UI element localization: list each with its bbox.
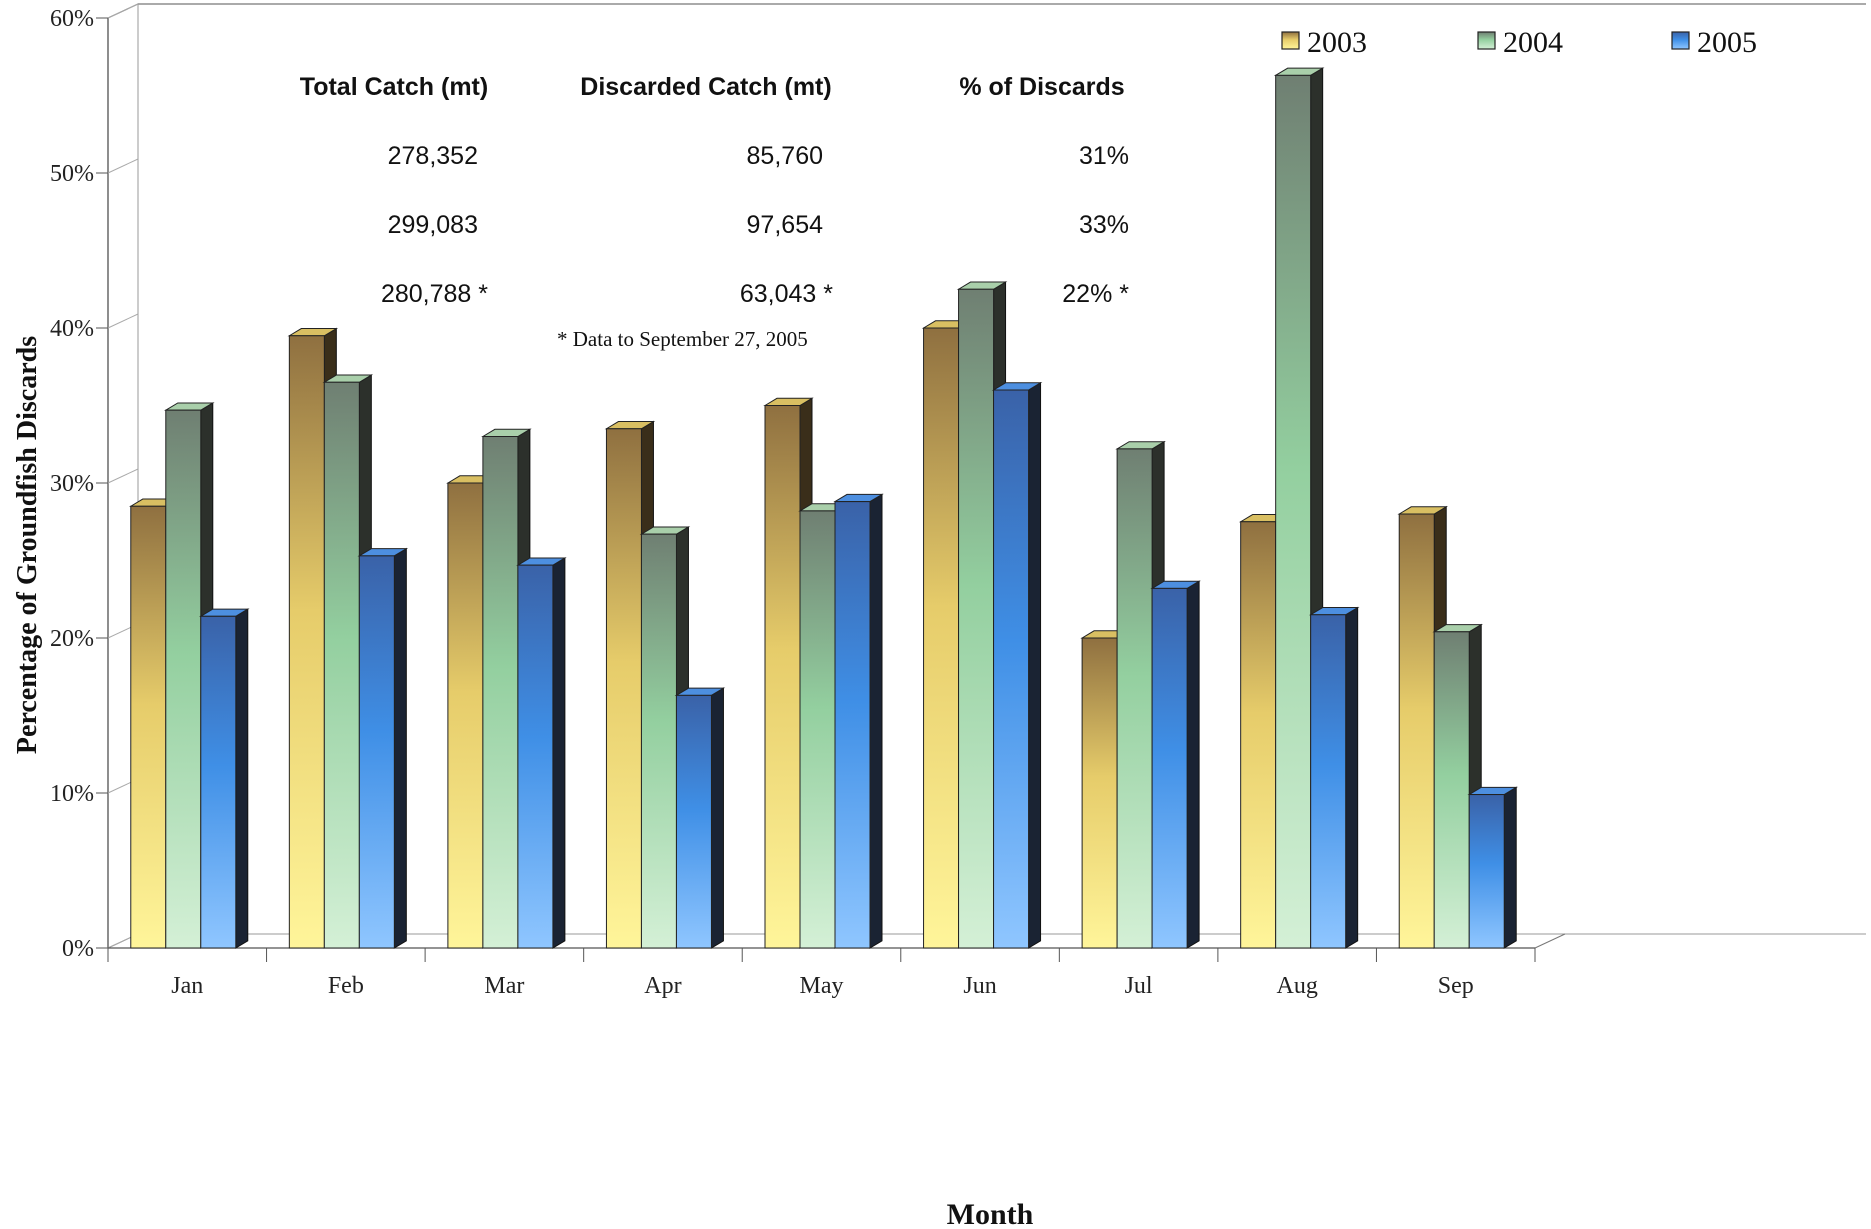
bar-front-face — [130, 505, 167, 949]
y-tick-depth — [107, 158, 139, 174]
bar-front-face — [1081, 637, 1118, 949]
bar-front-face — [1433, 631, 1470, 949]
floor-right-edge — [1534, 933, 1566, 949]
legend-swatch — [1671, 31, 1690, 50]
y-tick-depth — [107, 468, 139, 484]
bar-front-face — [923, 327, 960, 949]
legend-item-2005: 2005 — [1671, 26, 1757, 59]
y-tick-depth — [107, 3, 139, 19]
bar-front-face — [1275, 74, 1312, 949]
bar-2005-Jan — [198, 608, 250, 949]
legend-label: 2004 — [1503, 26, 1563, 59]
bar-2005-Feb — [357, 547, 409, 949]
x-tick-label: Aug — [1276, 973, 1317, 999]
table-cell: 299,083 — [388, 211, 478, 239]
bar-front-face — [165, 409, 202, 949]
bar-2005-Aug — [1308, 606, 1360, 949]
table-cell: 33% — [1079, 211, 1129, 239]
bar-side-face — [552, 557, 566, 949]
x-tick-label: Jul — [1125, 973, 1153, 999]
bar-front-face — [517, 564, 554, 949]
bar-front-face — [764, 405, 801, 949]
bar-side-face — [1186, 580, 1200, 949]
bar-side-face — [1028, 381, 1042, 949]
bar-2005-Sep — [1467, 786, 1519, 949]
bar-front-face — [1151, 587, 1188, 949]
x-axis-title: Month — [947, 1198, 1034, 1229]
table-footnote: * Data to September 27, 2005 — [557, 327, 808, 351]
table-header: Total Catch (mt) — [300, 73, 488, 101]
legend-label: 2003 — [1307, 26, 1367, 59]
bar-side-face — [1503, 786, 1517, 949]
y-tick-label: 40% — [50, 316, 94, 342]
bar-side-face — [869, 493, 883, 949]
bar-front-face — [1116, 448, 1153, 949]
y-tick-depth — [107, 313, 139, 329]
legend-label: 2005 — [1697, 26, 1757, 59]
bar-front-face — [993, 389, 1030, 949]
x-tick-label: Sep — [1438, 973, 1474, 999]
bar-front-face — [1310, 614, 1347, 949]
bar-2005-Apr — [674, 687, 726, 949]
y-tick-label: 10% — [50, 781, 94, 807]
bar-front-face — [799, 510, 836, 949]
table-header: % of Discards — [959, 73, 1124, 101]
bar-front-face — [640, 533, 677, 949]
bar-front-face — [675, 694, 712, 949]
x-tick-label: Feb — [328, 973, 364, 999]
bar-2005-Mar — [516, 557, 567, 949]
table-cell: 63,043 * — [740, 280, 833, 308]
bar-front-face — [323, 381, 360, 949]
table-header: Discarded Catch (mt) — [580, 73, 831, 101]
bar-front-face — [358, 555, 395, 949]
bar-side-face — [393, 547, 407, 949]
y-tick-label: 20% — [50, 626, 94, 652]
legend-swatch — [1281, 31, 1300, 50]
y-axis-title: Percentage of Groundfish Discards — [12, 336, 43, 754]
bar-side-face — [235, 608, 249, 949]
x-tick-label: Jun — [963, 973, 996, 999]
bar-side-face — [710, 687, 724, 949]
bar-front-face — [1468, 794, 1505, 949]
x-tick-label: May — [800, 973, 844, 999]
x-tick-label: Jan — [171, 973, 203, 999]
bar-front-face — [605, 428, 642, 949]
x-tick-label: Apr — [644, 973, 681, 999]
bar-front-face — [1398, 513, 1435, 949]
bar-front-face — [482, 436, 519, 949]
table-cell: 31% — [1079, 142, 1129, 170]
y-tick-label: 50% — [50, 161, 94, 187]
x-tick-label: Mar — [484, 973, 524, 999]
bar-front-face — [834, 501, 871, 949]
table-cell: 22% * — [1062, 280, 1129, 308]
bar-front-face — [447, 482, 484, 949]
table-cell: 85,760 — [747, 142, 823, 170]
y-tick-label: 60% — [50, 6, 94, 32]
table-cell: 278,352 — [388, 142, 478, 170]
table-cell: 97,654 — [747, 211, 824, 239]
legend-item-2004: 2004 — [1477, 26, 1563, 59]
table-cell: 280,788 * — [381, 280, 488, 308]
legend-item-2003: 2003 — [1281, 26, 1367, 59]
y-tick-label: 0% — [62, 936, 94, 962]
bar-side-face — [1345, 606, 1359, 949]
bar-front-face — [958, 288, 995, 949]
bar-front-face — [200, 615, 237, 949]
bar-front-face — [288, 335, 325, 949]
bar-2005-Jun — [991, 381, 1043, 949]
bar-2005-Jul — [1150, 580, 1201, 949]
legend-swatch — [1477, 31, 1496, 50]
bar-front-face — [1240, 521, 1277, 949]
bar-2005-May — [833, 493, 884, 949]
y-tick-label: 30% — [50, 471, 94, 497]
